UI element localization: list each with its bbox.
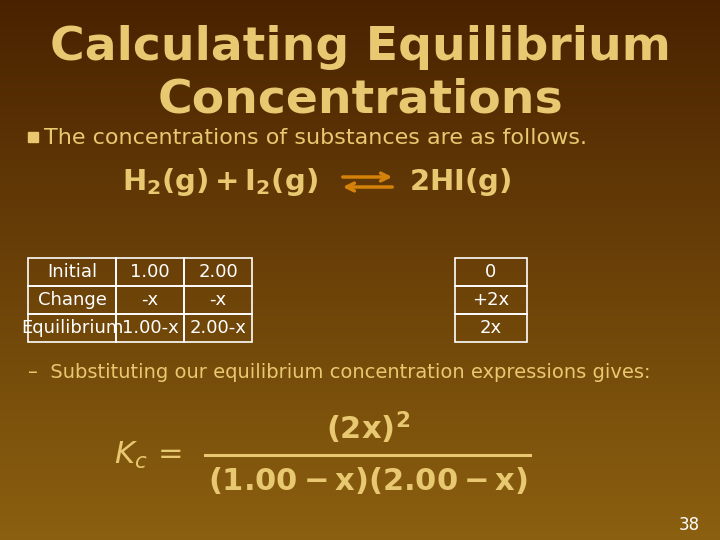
Bar [184, 286, 252, 314]
Bar [116, 286, 184, 314]
Bar [28, 286, 116, 314]
Text: 2x: 2x [480, 319, 502, 337]
Bar [116, 314, 184, 342]
Text: $\mathbf{H_2(g)+I_2(g)}$: $\mathbf{H_2(g)+I_2(g)}$ [122, 166, 318, 198]
Text: Equilibrium: Equilibrium [21, 319, 123, 337]
Text: 1.00: 1.00 [130, 263, 170, 281]
Text: -x: -x [141, 291, 158, 309]
Text: 0: 0 [485, 263, 497, 281]
Text: Calculating Equilibrium: Calculating Equilibrium [50, 25, 670, 71]
Bar [455, 314, 527, 342]
Text: 2.00-x: 2.00-x [189, 319, 246, 337]
Text: Change: Change [37, 291, 107, 309]
Bar [455, 286, 527, 314]
Bar [28, 132, 38, 142]
Text: 1.00-x: 1.00-x [122, 319, 179, 337]
Text: $K_c\,=$: $K_c\,=$ [114, 440, 182, 470]
Text: 38: 38 [679, 516, 700, 534]
Bar [184, 258, 252, 286]
Bar [28, 258, 116, 286]
Text: 2.00: 2.00 [198, 263, 238, 281]
Text: -x: -x [210, 291, 227, 309]
Text: $\mathbf{(1.00-x)(2.00-x)}$: $\mathbf{(1.00-x)(2.00-x)}$ [208, 467, 528, 497]
Text: The concentrations of substances are as follows.: The concentrations of substances are as … [44, 128, 587, 148]
Text: +2x: +2x [472, 291, 510, 309]
Text: –  Substituting our equilibrium concentration expressions gives:: – Substituting our equilibrium concentra… [28, 362, 650, 381]
Text: $\mathbf{2HI(g)}$: $\mathbf{2HI(g)}$ [409, 166, 511, 198]
Bar [184, 314, 252, 342]
Bar [116, 258, 184, 286]
Bar [28, 314, 116, 342]
Text: Initial: Initial [47, 263, 97, 281]
Text: Concentrations: Concentrations [157, 78, 563, 123]
Bar [455, 258, 527, 286]
Text: $\mathbf{(2x)^2}$: $\mathbf{(2x)^2}$ [326, 410, 410, 446]
